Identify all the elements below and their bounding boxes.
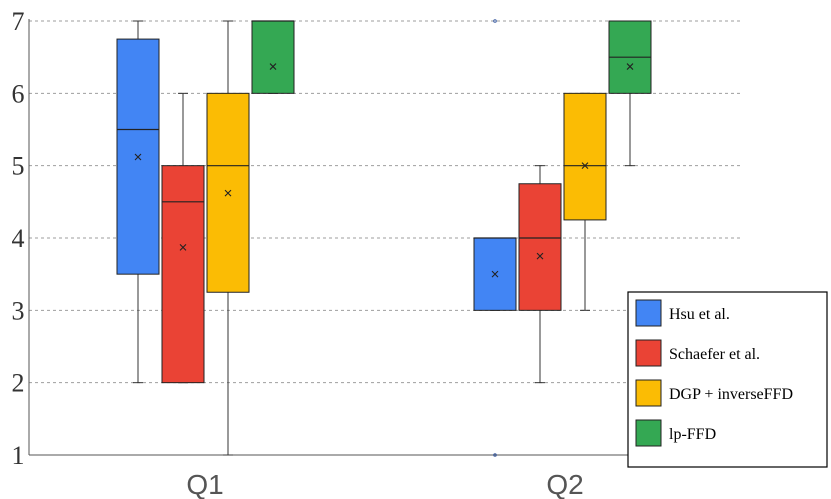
mean-marker	[134, 153, 142, 161]
box-plot-dgp-inverseffd-q1	[206, 20, 250, 456]
legend-swatch	[635, 379, 662, 407]
y-tick-label: 4	[12, 224, 25, 253]
x-tick-label: Q1	[186, 469, 223, 499]
legend-swatch	[635, 339, 662, 367]
y-tick-label: 3	[12, 296, 25, 325]
y-tick-label: 1	[12, 441, 25, 470]
legend-swatch	[635, 299, 662, 327]
box	[161, 165, 205, 384]
mean-marker	[626, 63, 634, 70]
axes	[28, 19, 743, 456]
y-tick-label: 7	[12, 7, 25, 36]
mean-marker	[224, 189, 232, 197]
mean-marker	[581, 162, 589, 170]
legend-label: Schaefer et al.	[669, 346, 760, 363]
box	[251, 20, 295, 94]
y-tick-label: 6	[12, 79, 25, 108]
outlier-point	[493, 453, 497, 457]
outlier-point	[493, 19, 497, 23]
y-tick-labels: 1 2 3 4 5 6 7	[12, 7, 25, 470]
mean-marker	[269, 63, 277, 70]
legend-swatch	[635, 419, 662, 447]
legend-label: DGP + inverseFFD	[669, 386, 793, 403]
mean-marker	[179, 244, 187, 251]
legend-label: Hsu et al.	[669, 306, 730, 323]
y-tick-label: 2	[12, 369, 25, 398]
box	[563, 92, 607, 221]
box-plot-dgp-inverseffd-q2	[563, 92, 607, 311]
box-plot-schaefer-et-al--q1	[161, 92, 205, 384]
x-tick-label: Q2	[546, 469, 583, 499]
box	[518, 183, 562, 311]
box-plot-lp-ffd-q2	[608, 20, 652, 167]
mean-marker	[491, 270, 499, 278]
legend: Hsu et al. Schaefer et al. DGP + inverseFF…	[627, 291, 828, 468]
legend-label: lp-FFD	[669, 426, 716, 443]
box-series	[116, 19, 652, 457]
mean-marker	[536, 252, 544, 260]
y-tick-label: 5	[12, 152, 25, 181]
box-plot-hsu-et-al--q2	[473, 19, 517, 457]
x-tick-labels: Q1 Q2	[186, 469, 583, 499]
box-plot-schaefer-et-al--q2	[518, 165, 562, 384]
box-plot-lp-ffd-q1	[251, 20, 295, 94]
box-plot-hsu-et-al--q1	[116, 20, 160, 384]
